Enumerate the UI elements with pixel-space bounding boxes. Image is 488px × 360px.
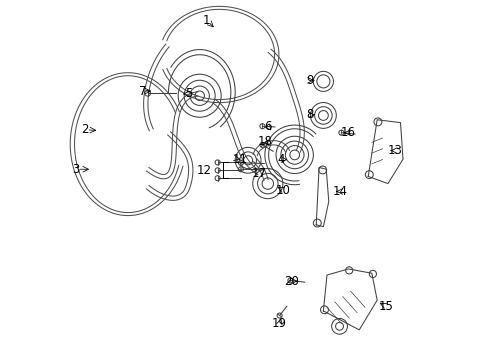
Text: 12: 12 <box>197 164 211 177</box>
Text: 3: 3 <box>72 163 80 176</box>
Text: 1: 1 <box>203 14 210 27</box>
Text: 5: 5 <box>185 87 192 100</box>
Text: 20: 20 <box>283 275 298 288</box>
Text: 16: 16 <box>340 126 355 139</box>
Text: 13: 13 <box>387 144 402 157</box>
Text: 6: 6 <box>264 120 271 133</box>
Text: 17: 17 <box>251 167 266 180</box>
Text: 7: 7 <box>138 85 146 98</box>
Text: 2: 2 <box>81 123 88 136</box>
Text: 14: 14 <box>332 185 347 198</box>
Text: 10: 10 <box>275 184 290 197</box>
Text: 11: 11 <box>232 153 247 166</box>
Text: 8: 8 <box>305 108 313 121</box>
Text: 4: 4 <box>277 153 285 166</box>
Text: 18: 18 <box>257 135 272 148</box>
Text: 9: 9 <box>305 74 313 87</box>
Text: 15: 15 <box>378 300 393 313</box>
Text: 19: 19 <box>272 317 286 330</box>
